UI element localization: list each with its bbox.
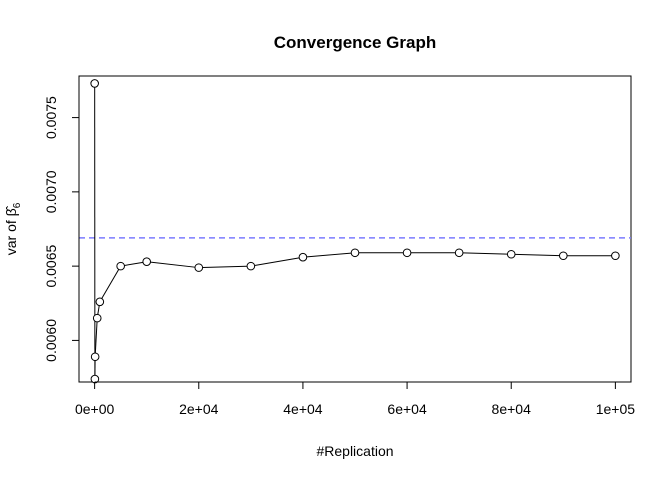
x-tick-label: 1e+05 [596, 401, 636, 417]
y-tick-label: 0.0070 [43, 170, 59, 213]
y-axis-label-symbol: β̂ [3, 205, 19, 216]
data-point [142, 257, 151, 266]
series-segment [150, 261, 196, 268]
y-axis-label: var of β̂6 [3, 202, 23, 255]
series-segment [254, 257, 300, 266]
series-segment [101, 269, 120, 299]
y-tick-label: 0.0060 [43, 319, 59, 362]
x-tick-label: 2e+04 [179, 401, 219, 417]
series-segment [202, 265, 248, 269]
x-tick-label: 0e+00 [75, 401, 115, 417]
series-segment [515, 253, 560, 257]
y-axis: 0.0060 0.0065 0.0070 0.0075 [43, 96, 80, 362]
data-point [402, 248, 412, 258]
data-point [350, 248, 360, 258]
data-point [95, 297, 105, 307]
y-tick-label: 0.0075 [43, 96, 59, 139]
y-axis-label-subscript: 6 [12, 202, 23, 208]
data-point [194, 263, 204, 272]
y-tick-label: 0.0065 [43, 245, 59, 288]
series-segment [462, 252, 508, 255]
series-segment [94, 321, 98, 353]
data-point [454, 248, 464, 258]
data-point [506, 249, 516, 259]
series-segment [124, 261, 144, 266]
data-point [298, 252, 308, 262]
chart-title: Convergence Graph [274, 33, 437, 52]
y-axis-label-prefix: var of [3, 216, 19, 255]
x-tick-label: 8e+04 [492, 401, 532, 417]
data-point [90, 352, 100, 362]
svg-text:var of β̂6: var of β̂6 [3, 202, 23, 255]
data-point [611, 251, 620, 261]
data-point [92, 313, 102, 323]
plot-frame [78, 75, 632, 383]
x-tick-label: 6e+04 [387, 401, 427, 417]
series-segment [97, 305, 100, 315]
x-tick-label: 4e+04 [283, 401, 323, 417]
x-axis-label: #Replication [316, 443, 393, 459]
data-point [90, 79, 99, 88]
x-axis: 0e+00 2e+04 4e+04 6e+04 8e+04 1e+05 [75, 381, 636, 417]
data-point [246, 261, 256, 271]
series-segment [306, 252, 352, 258]
data-point [116, 261, 125, 271]
data-point [559, 251, 568, 261]
series-layer [90, 79, 620, 384]
